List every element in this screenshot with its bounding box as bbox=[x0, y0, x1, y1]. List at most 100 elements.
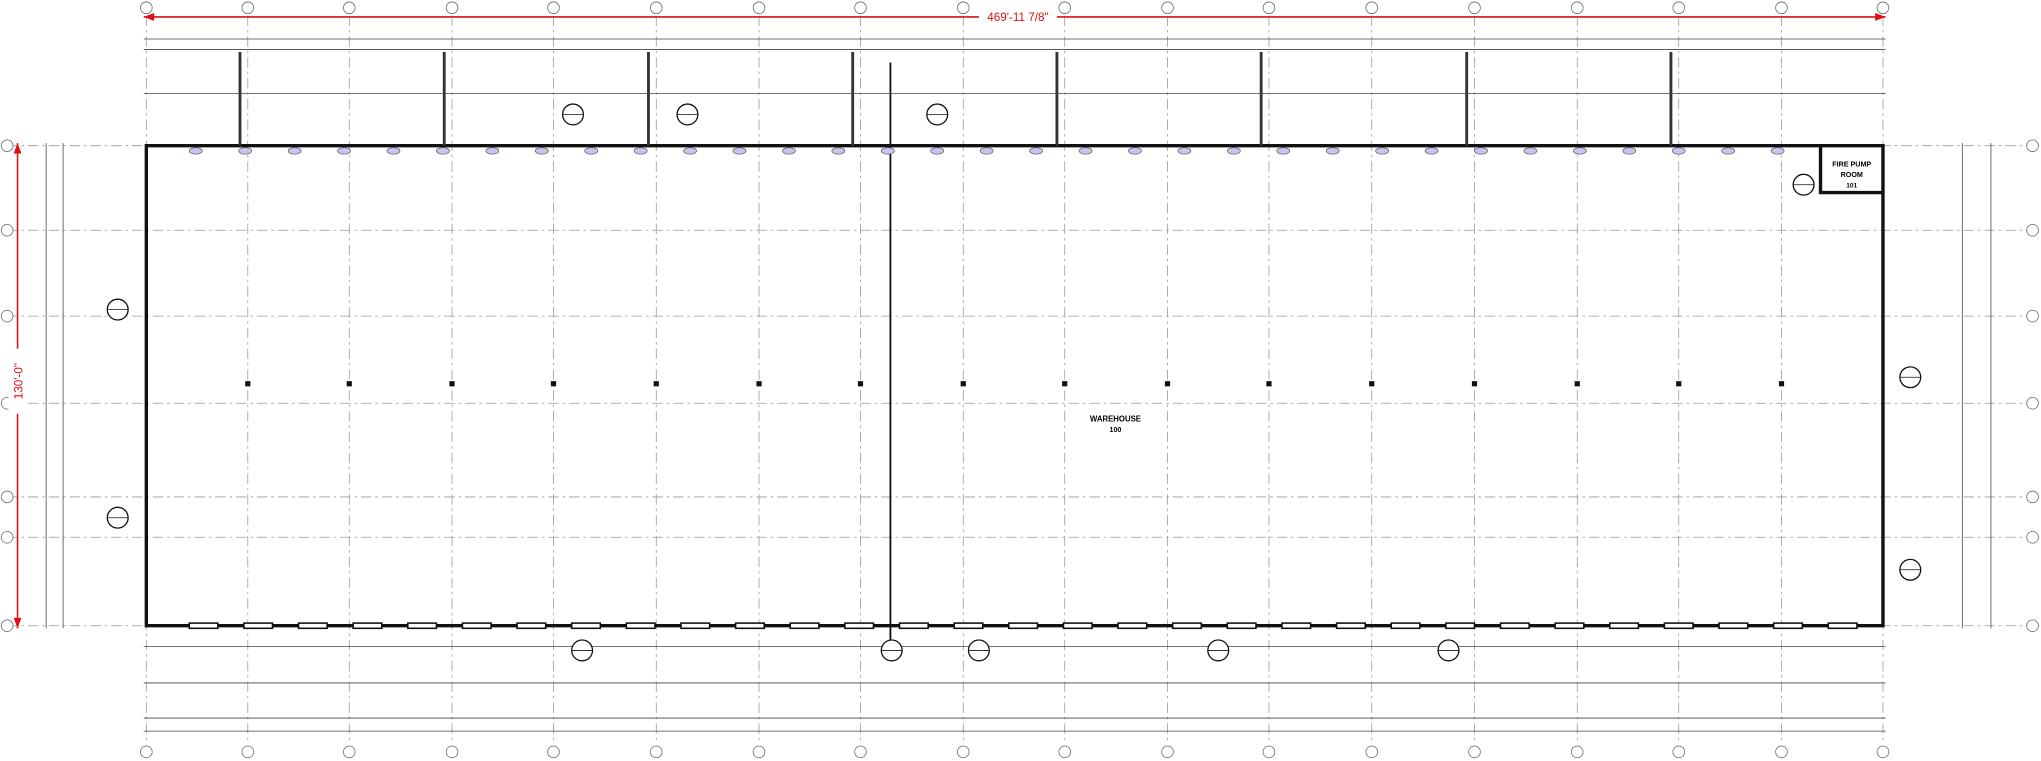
grid-bubble bbox=[343, 745, 356, 759]
column bbox=[1369, 381, 1375, 387]
wall-fixture bbox=[386, 147, 401, 155]
column bbox=[1164, 381, 1171, 387]
grid-bubble bbox=[2026, 397, 2039, 410]
grid-bubble bbox=[1161, 1, 1174, 15]
grid-bubble bbox=[0, 139, 14, 152]
grid-bubble bbox=[650, 1, 663, 15]
grid-bubble bbox=[1876, 1, 1890, 15]
wall-fixture bbox=[584, 147, 599, 155]
column bbox=[1574, 381, 1580, 387]
column bbox=[857, 381, 864, 387]
wall-fixture bbox=[1029, 147, 1043, 155]
grid-bubble bbox=[2026, 309, 2039, 323]
wall-fixture bbox=[1375, 147, 1389, 155]
window bbox=[1663, 622, 1694, 630]
wall-fixture bbox=[1721, 147, 1735, 155]
column bbox=[245, 381, 251, 387]
window bbox=[1226, 622, 1257, 630]
grid-bubble bbox=[445, 745, 459, 759]
window bbox=[1827, 622, 1858, 630]
overall-depth: 130'-0" bbox=[13, 363, 26, 399]
column bbox=[1266, 381, 1272, 387]
window bbox=[898, 622, 929, 630]
column bbox=[1471, 381, 1478, 387]
window bbox=[789, 622, 820, 630]
overall-width-dimension: 469'-11 7/8" bbox=[143, 7, 1886, 25]
wall-fixture bbox=[633, 147, 648, 155]
window bbox=[516, 622, 547, 630]
window bbox=[188, 622, 219, 630]
grid-bubble bbox=[1262, 1, 1276, 15]
wall-fixture bbox=[436, 147, 450, 155]
wall-fixture bbox=[485, 147, 500, 155]
grid-bubble bbox=[140, 1, 153, 15]
grid-bubble bbox=[140, 745, 153, 759]
wall-fixture bbox=[979, 147, 994, 155]
window bbox=[734, 622, 766, 630]
wall-fixture bbox=[1128, 147, 1142, 155]
grid-bubble bbox=[1775, 745, 1788, 759]
grid-bubble bbox=[1468, 745, 1481, 759]
grid-bubble bbox=[241, 745, 255, 759]
window bbox=[625, 622, 656, 630]
grid-bubble bbox=[547, 745, 560, 759]
column bbox=[653, 381, 659, 387]
window bbox=[844, 622, 875, 630]
window bbox=[243, 622, 274, 630]
wall-fixture bbox=[287, 147, 302, 155]
window bbox=[1499, 622, 1530, 630]
grid-bubble bbox=[1365, 745, 1378, 759]
room-number: 101 bbox=[1846, 182, 1857, 189]
wall-fixture bbox=[534, 147, 549, 155]
grid-bubble bbox=[1161, 745, 1174, 759]
wall-fixture bbox=[1474, 147, 1488, 155]
overall-width: 469'-11 7/8" bbox=[987, 11, 1048, 24]
grid-bubble bbox=[1058, 1, 1071, 15]
wall-fixture bbox=[1523, 147, 1538, 155]
grid-bubble bbox=[0, 619, 14, 632]
grid-bubble bbox=[1571, 1, 1584, 15]
wall-fixture bbox=[732, 147, 747, 155]
wall-fixture bbox=[1276, 147, 1291, 155]
column bbox=[346, 381, 352, 387]
grid-bubble bbox=[957, 1, 970, 15]
window bbox=[1390, 622, 1421, 630]
wall-fixture bbox=[1227, 147, 1241, 155]
window bbox=[297, 622, 328, 630]
wall-fixture bbox=[1325, 147, 1340, 155]
window bbox=[1554, 622, 1585, 630]
wall-fixture bbox=[1424, 147, 1439, 155]
column bbox=[960, 381, 966, 387]
wall-fixture bbox=[683, 147, 697, 155]
window bbox=[1008, 622, 1039, 630]
grid-bubble bbox=[1876, 745, 1890, 759]
column bbox=[550, 381, 557, 387]
grid-bubble bbox=[752, 745, 766, 759]
grid-bubble bbox=[1262, 745, 1276, 759]
window bbox=[461, 622, 492, 630]
grid-bubble bbox=[2026, 139, 2039, 152]
wall-fixture bbox=[1573, 147, 1587, 155]
grid-bubble bbox=[752, 1, 766, 15]
grid-bubble bbox=[0, 531, 14, 544]
window bbox=[407, 622, 438, 630]
grid-bubble bbox=[957, 745, 970, 759]
grid-bubble bbox=[1365, 1, 1378, 15]
grid-bubble bbox=[854, 1, 867, 15]
grid-bubble bbox=[343, 1, 356, 15]
grid-bubble bbox=[0, 490, 14, 504]
room-name: FIRE PUMP bbox=[1832, 161, 1871, 169]
wall-fixture bbox=[831, 147, 846, 155]
window bbox=[1171, 622, 1203, 630]
window bbox=[352, 622, 383, 630]
wall-fixture bbox=[880, 147, 895, 155]
grid-bubble bbox=[1775, 1, 1788, 15]
window bbox=[1445, 622, 1476, 630]
window bbox=[1117, 622, 1148, 630]
column bbox=[1062, 381, 1068, 387]
wall-fixture bbox=[238, 147, 253, 155]
grid-bubble bbox=[547, 1, 560, 15]
grid-bubble bbox=[1058, 745, 1071, 759]
window bbox=[1281, 622, 1312, 630]
